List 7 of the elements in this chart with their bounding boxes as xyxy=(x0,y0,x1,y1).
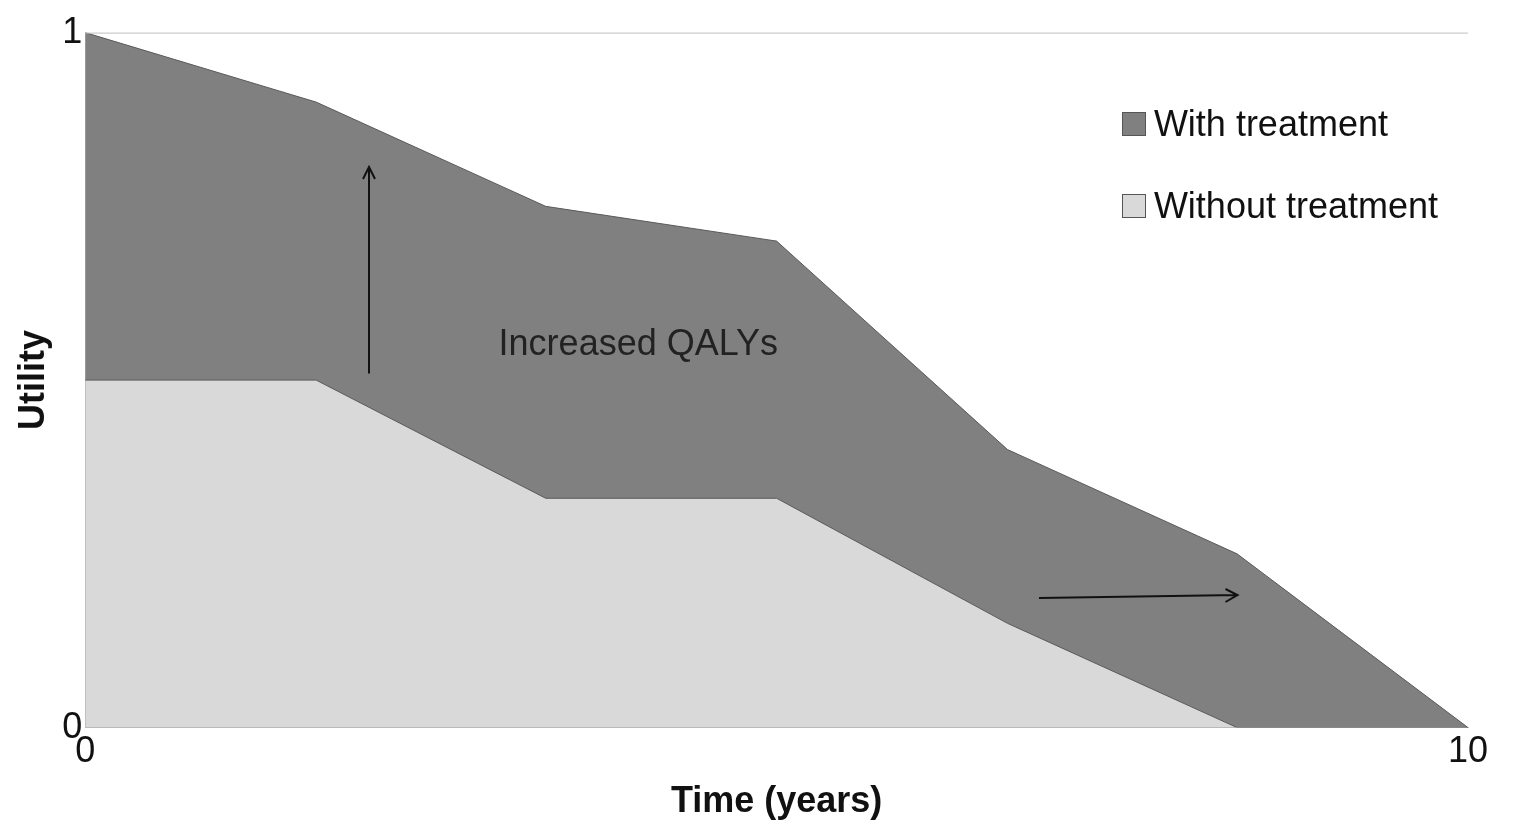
annotation: Increased QALYs xyxy=(498,322,779,364)
y-tick-label: 1 xyxy=(62,9,83,51)
x-axis-title: Time (years) xyxy=(670,779,883,821)
legend-label: Without treatment xyxy=(1153,184,1438,227)
x-tick-label: 10 xyxy=(1447,729,1489,771)
y-axis-title: Utility xyxy=(10,330,52,431)
legend-label: With treatment xyxy=(1153,102,1388,145)
